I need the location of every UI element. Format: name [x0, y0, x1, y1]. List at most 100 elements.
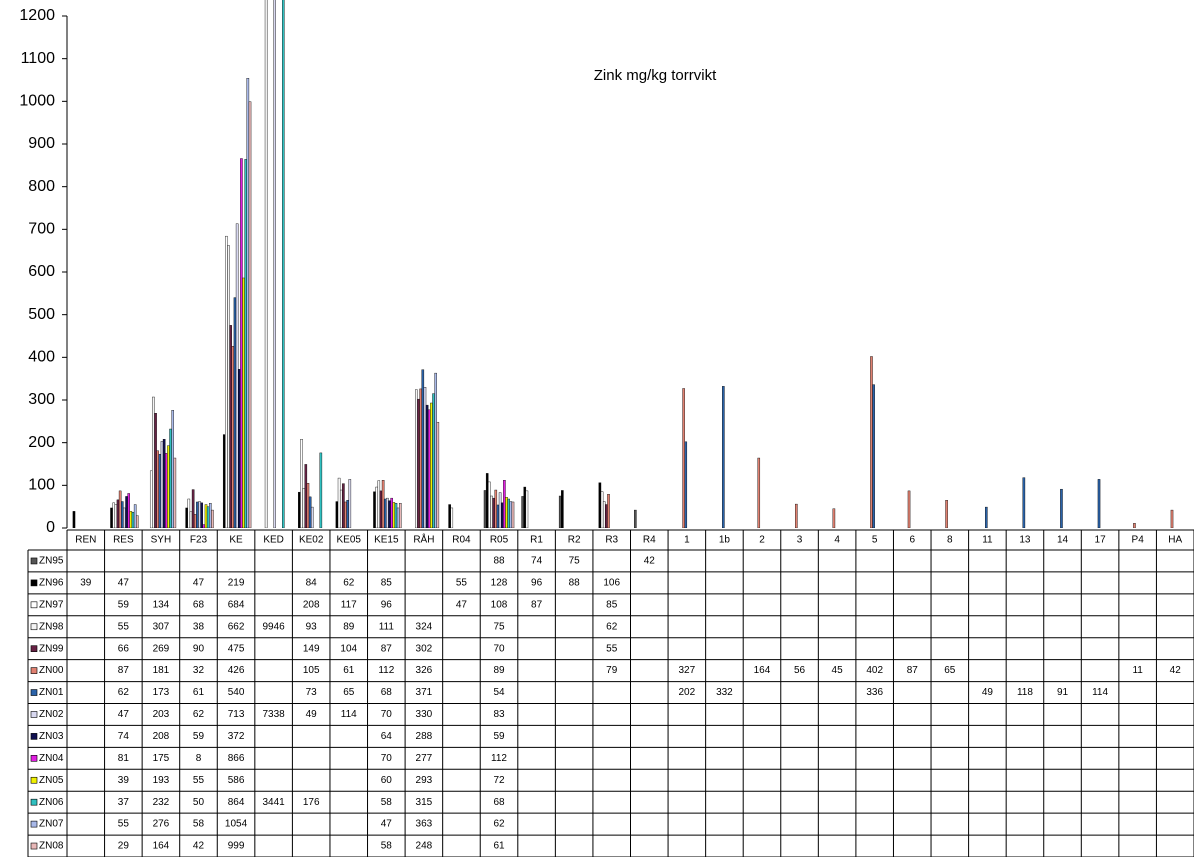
- legend-label: ZN99: [39, 643, 64, 654]
- bar: [757, 457, 761, 528]
- bar: [114, 504, 118, 528]
- table-value: 112: [378, 665, 394, 676]
- bar: [302, 488, 305, 528]
- bar: [1022, 477, 1026, 528]
- table-value: 87: [907, 665, 919, 676]
- table-value: 371: [416, 687, 433, 698]
- x-tick-label: 8: [947, 535, 953, 546]
- y-tick-label: 400: [28, 349, 55, 366]
- bar: [496, 504, 500, 528]
- table-value: 64: [381, 731, 393, 742]
- bar: [116, 499, 120, 528]
- bar: [344, 501, 347, 528]
- table-value: 68: [381, 687, 393, 698]
- bar: [242, 277, 245, 528]
- table-value: 112: [491, 753, 507, 764]
- x-tick-label: 6: [909, 535, 915, 546]
- legend-label: ZN00: [39, 665, 64, 676]
- x-tick-label: REN: [75, 535, 96, 546]
- table-value: 79: [606, 665, 618, 676]
- bar: [165, 453, 168, 528]
- bar: [373, 491, 376, 528]
- table-value: 402: [866, 665, 883, 676]
- table-value: 42: [193, 841, 205, 852]
- legend-swatch: [30, 711, 38, 718]
- table-value: 128: [491, 578, 508, 589]
- x-tick-label: RÅH: [413, 533, 434, 546]
- bar: [154, 413, 157, 528]
- bar: [167, 445, 170, 528]
- table-value: 55: [118, 819, 130, 830]
- bar: [348, 479, 352, 528]
- bar: [123, 507, 126, 528]
- y-tick-label: 500: [28, 306, 55, 323]
- x-tick-label: P4: [1132, 535, 1145, 546]
- table-value: 332: [716, 687, 733, 698]
- table-value: 70: [493, 643, 505, 654]
- bar: [229, 325, 232, 528]
- bar: [375, 486, 378, 528]
- bar: [558, 495, 562, 528]
- table-value: 315: [416, 797, 433, 808]
- bar: [339, 489, 343, 528]
- table-value: 111: [379, 621, 395, 632]
- table-value: 62: [193, 709, 205, 720]
- table-value: 181: [153, 665, 170, 676]
- bar: [193, 514, 197, 528]
- bar: [490, 495, 493, 528]
- table-value: 39: [80, 578, 92, 589]
- table-value: 55: [606, 643, 618, 654]
- bar: [211, 509, 214, 528]
- table-value: 61: [343, 665, 355, 676]
- bar: [415, 389, 418, 528]
- table-value: 3441: [262, 797, 285, 808]
- bar: [133, 504, 137, 528]
- bar: [206, 506, 210, 528]
- bar: [187, 498, 191, 528]
- bar: [503, 480, 506, 528]
- bar: [244, 159, 247, 528]
- table-value: 29: [118, 841, 130, 852]
- table-value: 38: [193, 621, 205, 632]
- y-tick-label: 200: [28, 434, 55, 451]
- bar: [127, 493, 130, 528]
- x-tick-label: R2: [568, 535, 581, 546]
- table-value: 208: [153, 731, 170, 742]
- bar: [225, 235, 228, 528]
- bar: [227, 245, 230, 528]
- table-value: 114: [1092, 687, 1108, 698]
- bar: [237, 369, 241, 528]
- legend-swatch: [30, 667, 38, 674]
- x-tick-label: R3: [605, 535, 618, 546]
- table-value: 70: [381, 753, 393, 764]
- table-value: 58: [193, 819, 205, 830]
- table-value: 61: [493, 841, 505, 852]
- table-value: 89: [343, 621, 355, 632]
- table-value: 49: [306, 709, 318, 720]
- bar: [600, 491, 604, 528]
- bar: [398, 503, 402, 528]
- table-value: 65: [944, 665, 956, 676]
- table-value: 336: [866, 687, 883, 698]
- table-value: 96: [531, 578, 543, 589]
- table-value: 87: [381, 643, 393, 654]
- bar: [394, 503, 398, 528]
- table-value: 58: [381, 841, 393, 852]
- table-value: 91: [1057, 687, 1069, 698]
- table-value: 70: [381, 709, 393, 720]
- bar: [795, 503, 798, 528]
- y-tick-label: 800: [28, 178, 55, 195]
- bar: [507, 498, 510, 528]
- table-value: 50: [193, 797, 205, 808]
- x-tick-label: 1b: [719, 535, 731, 546]
- table-value: 713: [228, 709, 245, 720]
- bar: [509, 501, 513, 528]
- x-tick-label: 2: [759, 535, 765, 546]
- table-value: 85: [606, 599, 618, 610]
- legend-label: ZN06: [39, 797, 64, 808]
- table-value: 208: [303, 599, 320, 610]
- table-value: 105: [303, 665, 320, 676]
- bar: [432, 393, 435, 528]
- bar: [523, 486, 527, 528]
- table-value: 164: [153, 841, 170, 852]
